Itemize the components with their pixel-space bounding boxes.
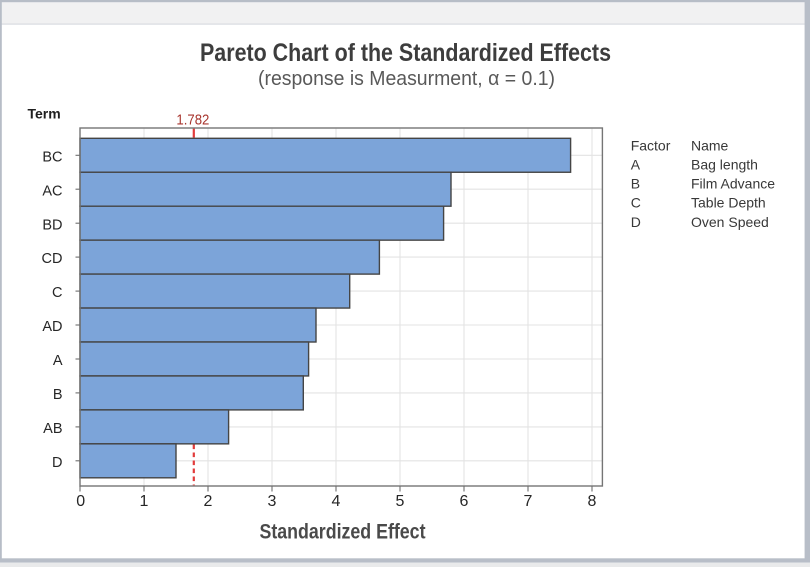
svg-text:3: 3 — [268, 493, 277, 510]
svg-text:B: B — [631, 176, 640, 192]
svg-text:Film Advance: Film Advance — [691, 176, 775, 192]
svg-text:(response is Measurment, α = 0: (response is Measurment, α = 0.1) — [258, 68, 555, 90]
svg-text:Pareto Chart of the Standardiz: Pareto Chart of the Standardized Effects — [200, 39, 611, 67]
svg-text:AB: AB — [43, 421, 62, 437]
svg-text:C: C — [52, 285, 62, 301]
svg-text:D: D — [52, 455, 62, 471]
svg-text:A: A — [53, 353, 63, 369]
svg-text:AC: AC — [42, 183, 62, 199]
svg-text:7: 7 — [524, 493, 533, 510]
svg-text:Oven Speed: Oven Speed — [691, 214, 769, 230]
svg-text:Factor: Factor — [631, 137, 671, 153]
svg-text:B: B — [53, 387, 63, 403]
svg-text:AD: AD — [42, 319, 62, 335]
svg-text:4: 4 — [332, 493, 341, 510]
svg-text:BC: BC — [42, 149, 62, 165]
svg-text:5: 5 — [396, 493, 405, 510]
svg-text:8: 8 — [588, 493, 597, 510]
svg-text:CD: CD — [42, 251, 63, 267]
svg-text:Name: Name — [691, 137, 729, 153]
svg-text:D: D — [631, 214, 641, 230]
svg-text:Table Depth: Table Depth — [691, 195, 766, 211]
svg-text:A: A — [631, 157, 641, 173]
svg-text:6: 6 — [460, 493, 469, 510]
svg-text:BD: BD — [42, 217, 62, 233]
svg-text:1.782: 1.782 — [176, 112, 209, 129]
svg-text:Bag length: Bag length — [691, 157, 758, 173]
svg-text:2: 2 — [204, 493, 213, 510]
svg-text:0: 0 — [76, 493, 85, 510]
svg-text:1: 1 — [140, 493, 149, 510]
svg-text:Term: Term — [28, 106, 61, 122]
svg-text:Standardized Effect: Standardized Effect — [260, 520, 426, 544]
svg-text:C: C — [631, 195, 641, 211]
